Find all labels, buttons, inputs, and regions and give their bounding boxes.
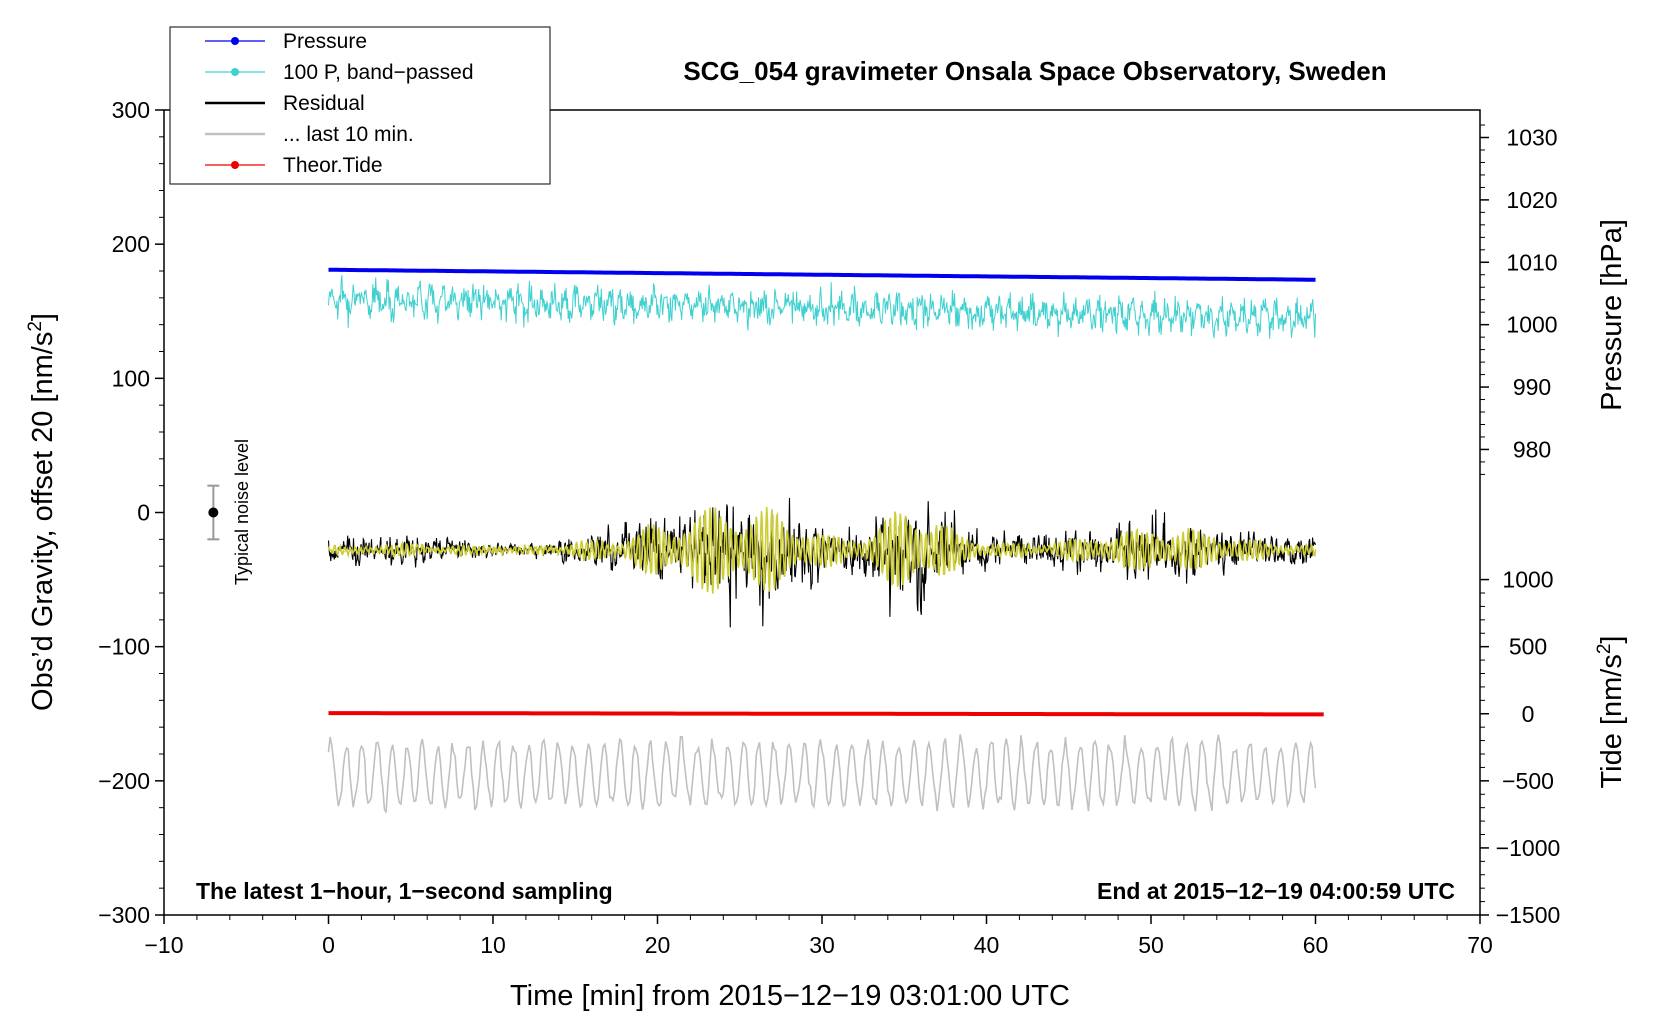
tide-tick-label: −500 — [1502, 768, 1554, 794]
legend-dot-0 — [231, 37, 239, 45]
legend-label-4: Theor.Tide — [283, 154, 383, 177]
x-tick-label: −10 — [144, 932, 183, 958]
series-layer — [327, 267, 1324, 813]
y-axis-label-gravity-sup: 2 — [25, 321, 46, 332]
series-band-passed-pressure — [328, 275, 1316, 339]
tide-tick-label: −1500 — [1496, 902, 1561, 928]
plot-frame — [163, 109, 1481, 916]
legend-rows: Pressure 100 P, band−passed Residual ... la… — [205, 30, 474, 177]
x-tick-label: 70 — [1467, 932, 1493, 958]
tide-tick-label: −1000 — [1496, 835, 1561, 861]
y-tick-label: 100 — [112, 365, 150, 391]
y-axis-label-tide-end: ] — [1596, 636, 1628, 644]
y-axis-label-tide-text: Tide [nm/s — [1596, 654, 1628, 788]
series-filtered-residual — [327, 506, 1317, 594]
y-tick-label: −300 — [98, 902, 150, 928]
pressure-tick-label: 990 — [1513, 374, 1551, 400]
pressure-tick-label: 1020 — [1506, 187, 1557, 213]
noise-level-label: Typical noise level — [232, 439, 252, 585]
y-axis-label-gravity-end: ] — [27, 313, 59, 321]
x-tick-label: 30 — [809, 932, 835, 958]
annotation-sampling: The latest 1−hour, 1−second sampling — [196, 878, 613, 904]
series-pressure — [328, 267, 1316, 282]
y-axis-label-gravity: Obs’d Gravity, offset 20 [nm/s2] — [25, 313, 59, 711]
x-tick-label: 60 — [1303, 932, 1329, 958]
series-last-10-min — [327, 734, 1317, 813]
noise-dot — [208, 507, 219, 518]
noise-level-marker — [207, 484, 220, 541]
x-axis: −10 0 10 20 30 40 50 60 70 — [144, 915, 1493, 958]
y-axis-tide: 1000 500 0 −500 −1000 −1500 — [1480, 567, 1560, 928]
y-tick-label: −200 — [98, 768, 150, 794]
y-tick-label: 300 — [112, 97, 150, 123]
annotation-end-time: End at 2015−12−19 04:00:59 UTC — [1097, 878, 1455, 904]
tide-tick-label: 1000 — [1502, 567, 1553, 593]
legend-dot-1 — [231, 68, 239, 76]
legend-dot-4 — [231, 161, 239, 169]
y-axis-label-gravity-text: Obs’d Gravity, offset 20 [nm/s — [27, 332, 59, 711]
y-tick-label: 200 — [112, 231, 150, 257]
y-axis-label-tide: Tide [nm/s2] — [1594, 636, 1628, 789]
y-axis-label-pressure: Pressure [hPa] — [1596, 219, 1628, 411]
x-tick-label: 20 — [645, 932, 671, 958]
y-axis-pressure: 1030 1020 1010 1000 990 980 — [1480, 125, 1558, 475]
legend-label-2: Residual — [283, 92, 365, 115]
x-tick-label: 40 — [974, 932, 1000, 958]
y-tick-label: 0 — [137, 500, 150, 526]
x-tick-label: 0 — [322, 932, 335, 958]
y-axis-gravity: 300 200 100 0 −100 −200 −300 — [98, 97, 164, 928]
x-tick-label: 50 — [1138, 932, 1164, 958]
tide-tick-label: 500 — [1509, 634, 1547, 660]
legend: Pressure 100 P, band−passed Residual ... la… — [169, 26, 551, 185]
chart-title: SCG_054 gravimeter Onsala Space Observat… — [683, 56, 1386, 86]
series-theoretical-tide — [328, 711, 1324, 717]
x-tick-label: 10 — [480, 932, 506, 958]
y-tick-label: −100 — [98, 634, 150, 660]
pressure-tick-label: 980 — [1513, 436, 1551, 462]
tide-tick-label: 0 — [1522, 701, 1535, 727]
x-axis-label: Time [min] from 2015−12−19 03:01:00 UTC — [510, 980, 1070, 1012]
y-axis-label-tide-sup: 2 — [1594, 644, 1615, 655]
pressure-tick-label: 1000 — [1506, 312, 1557, 338]
pressure-tick-label: 1030 — [1506, 125, 1557, 151]
legend-box — [169, 26, 551, 185]
legend-label-0: Pressure — [283, 30, 367, 53]
pressure-tick-label: 1010 — [1506, 249, 1557, 275]
legend-label-1: 100 P, band−passed — [283, 61, 474, 84]
legend-label-3: ... last 10 min. — [283, 123, 414, 146]
